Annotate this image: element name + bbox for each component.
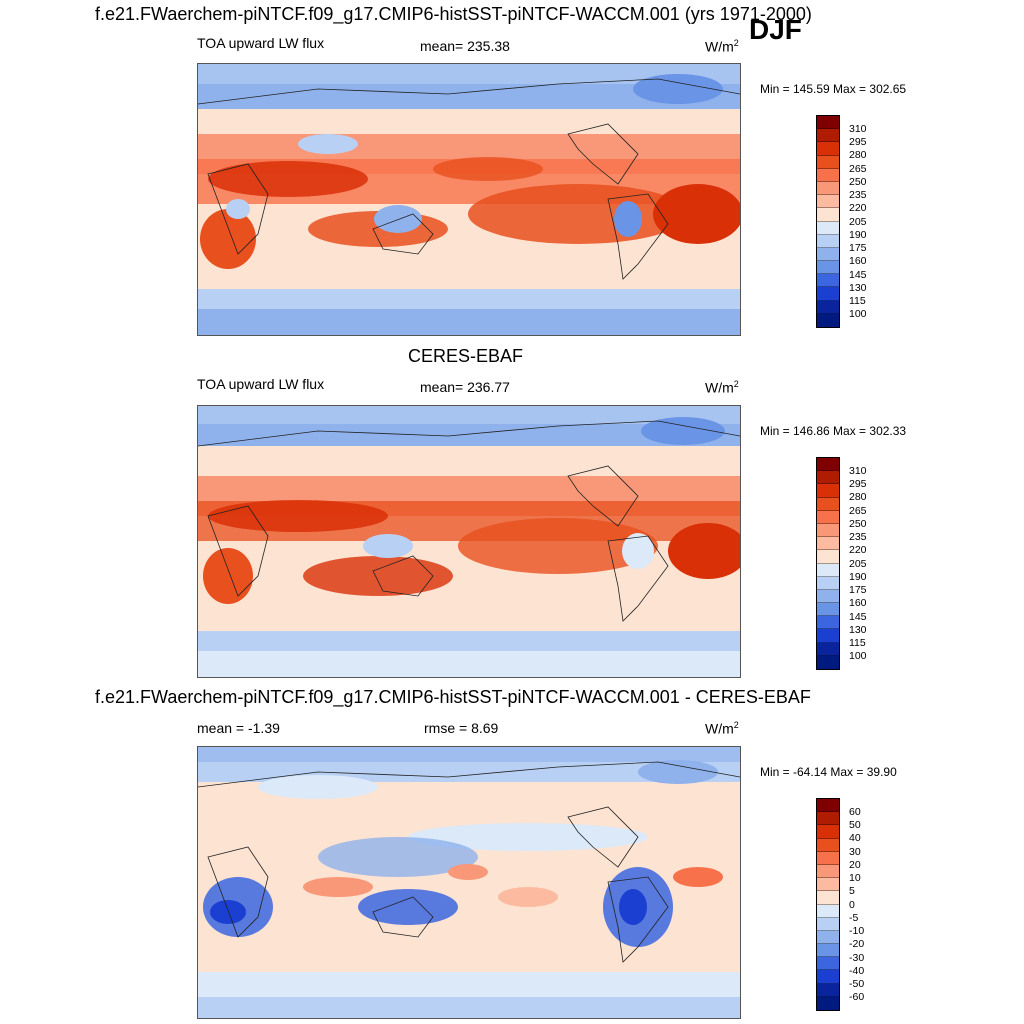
panel3-title: f.e21.FWaerchem-piNTCF.f09_g17.CMIP6-his… [95,687,811,707]
panel1-tick: 220 [849,202,867,214]
panel1-variable-label: TOA upward LW flux [197,35,325,51]
panel3-tick: 40 [849,832,861,844]
panel1-tick: 205 [849,216,867,228]
panel2-mean-label: mean= 236.77 [420,379,510,395]
panel1-tick: 280 [849,149,867,161]
panel1-tick: 145 [849,269,867,281]
panel3-tick: 5 [849,885,855,897]
panel2-variable-label: TOA upward LW flux [197,376,325,392]
panel3-rmse-label: rmse = 8.69 [424,720,499,736]
panel2-tick: 250 [849,518,867,530]
panel2-tick: 280 [849,491,867,503]
panel2-map [197,405,741,678]
panel2-colorbar [816,457,840,670]
panel3-tick: -40 [849,965,865,977]
panel2-tick: 205 [849,558,867,570]
panel3-tick: 50 [849,819,861,831]
panel2-tick: 265 [849,505,867,517]
panel1-mean-label: mean= 235.38 [420,38,510,54]
panel3-map [197,746,741,1019]
panel3-tick: -20 [849,938,865,950]
panel1-tick: 235 [849,189,867,201]
panel2-tick: 190 [849,571,867,583]
panel1-tick: 190 [849,229,867,241]
panel1-tick: 295 [849,136,867,148]
panel3-tick: 20 [849,859,861,871]
panel2-tick: 100 [849,650,867,662]
panel3-tick: 60 [849,806,861,818]
panel2-tick: 175 [849,584,867,596]
panel2-tick: 115 [849,637,866,649]
panel1-minmax-label: Min = 145.59 Max = 302.65 [760,82,907,96]
panel3-tick: -60 [849,991,865,1003]
panel1-units-label: W/m2 [705,38,739,55]
panel2-units-label: W/m2 [705,379,739,396]
panel3-tick: 30 [849,846,861,858]
panel1-tick: 265 [849,163,867,175]
panel3-units-label: W/m2 [705,720,739,737]
panel1-colorbar [816,115,840,328]
panel1-tick: 160 [849,255,867,267]
panel3-mean-label: mean = -1.39 [197,720,280,736]
panel2-tick: 310 [849,465,867,477]
panel2-minmax-label: Min = 146.86 Max = 302.33 [760,424,907,438]
panel2-tick: 130 [849,624,867,636]
panel2-tick: 235 [849,531,867,543]
panel2-title: CERES-EBAF [408,346,524,366]
panel1-tick: 130 [849,282,867,294]
panel3-tick: -10 [849,925,865,937]
panel1-tick: 175 [849,242,867,254]
panel1-tick: 115 [849,295,866,307]
panel1-map [197,63,741,336]
panel2-tick: 145 [849,611,867,623]
panel3-minmax-label: Min = -64.14 Max = 39.90 [760,765,897,779]
panel1-tick: 250 [849,176,867,188]
panel3-tick: -5 [849,912,859,924]
panel1-title: f.e21.FWaerchem-piNTCF.f09_g17.CMIP6-his… [95,4,812,24]
panel3-tick: 0 [849,899,855,911]
panel1-tick: 100 [849,308,867,320]
panel3-tick: -50 [849,978,865,990]
panel2-tick: 160 [849,597,867,609]
panel3-colorbar [816,798,840,1011]
panel2-tick: 295 [849,478,867,490]
panel2-tick: 220 [849,544,867,556]
season-label: DJF [749,14,802,45]
panel3-tick: -30 [849,952,865,964]
panel1-tick: 310 [849,123,867,135]
panel3-tick: 10 [849,872,861,884]
